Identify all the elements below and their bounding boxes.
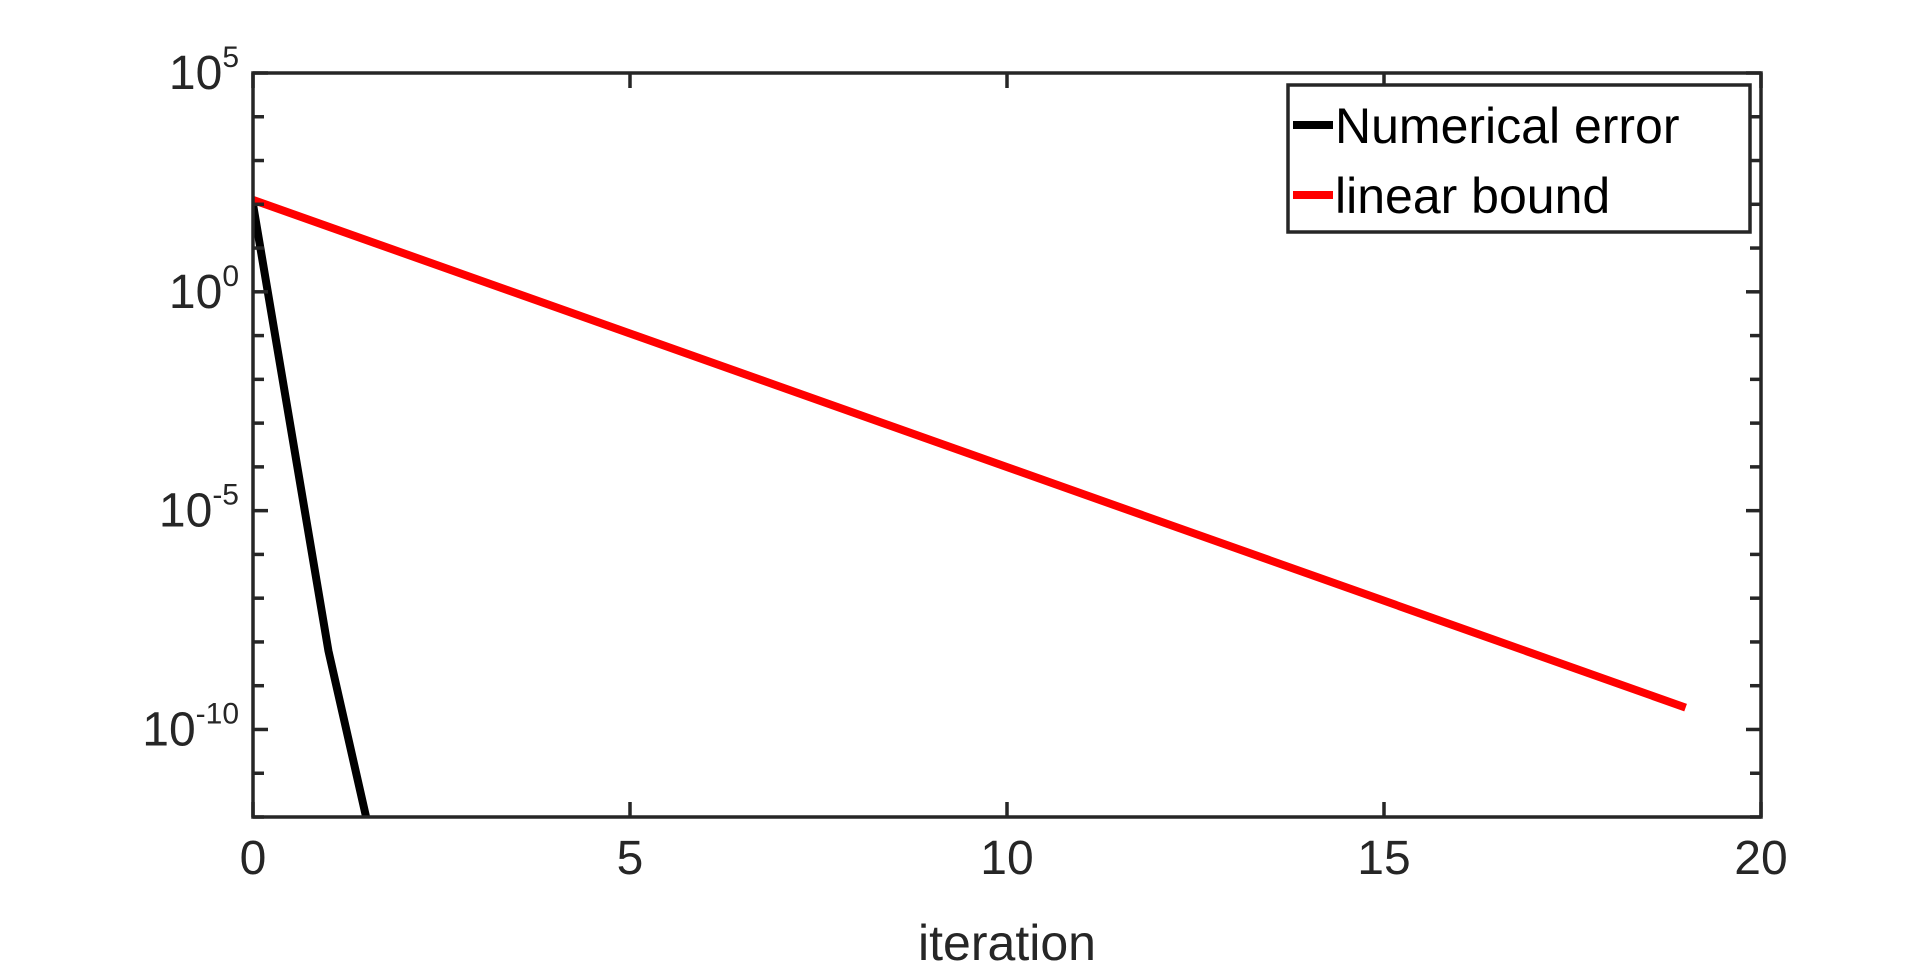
y-tick-label: 10-10 [142,697,239,756]
x-axis-label: iteration [918,915,1096,963]
y-tick-label: 105 [169,41,239,100]
y-tick-labels: 105 100 10-5 10-10 [142,41,239,756]
series-line-2 [253,196,1687,712]
legend-label-1: Numerical error [1335,98,1680,154]
x-tick-labels: 0 5 10 15 20 [240,832,1788,885]
y-tick-label: 100 [169,260,239,319]
x-tick-label: 10 [980,832,1033,885]
legend-box [1286,83,1752,234]
x-tick-label: 5 [617,832,644,885]
x-tick-label: 15 [1357,832,1410,885]
legend-label-2: linear bound [1335,168,1610,224]
x-tick-label: 20 [1734,832,1787,885]
series-line-1 [253,203,371,817]
y-tick-label: 10-5 [159,479,239,538]
tick-marks [251,71,1763,819]
series-group [253,196,1687,817]
legend: Numerical error linear bound [1286,83,1752,234]
x-tick-label: 0 [240,832,267,885]
